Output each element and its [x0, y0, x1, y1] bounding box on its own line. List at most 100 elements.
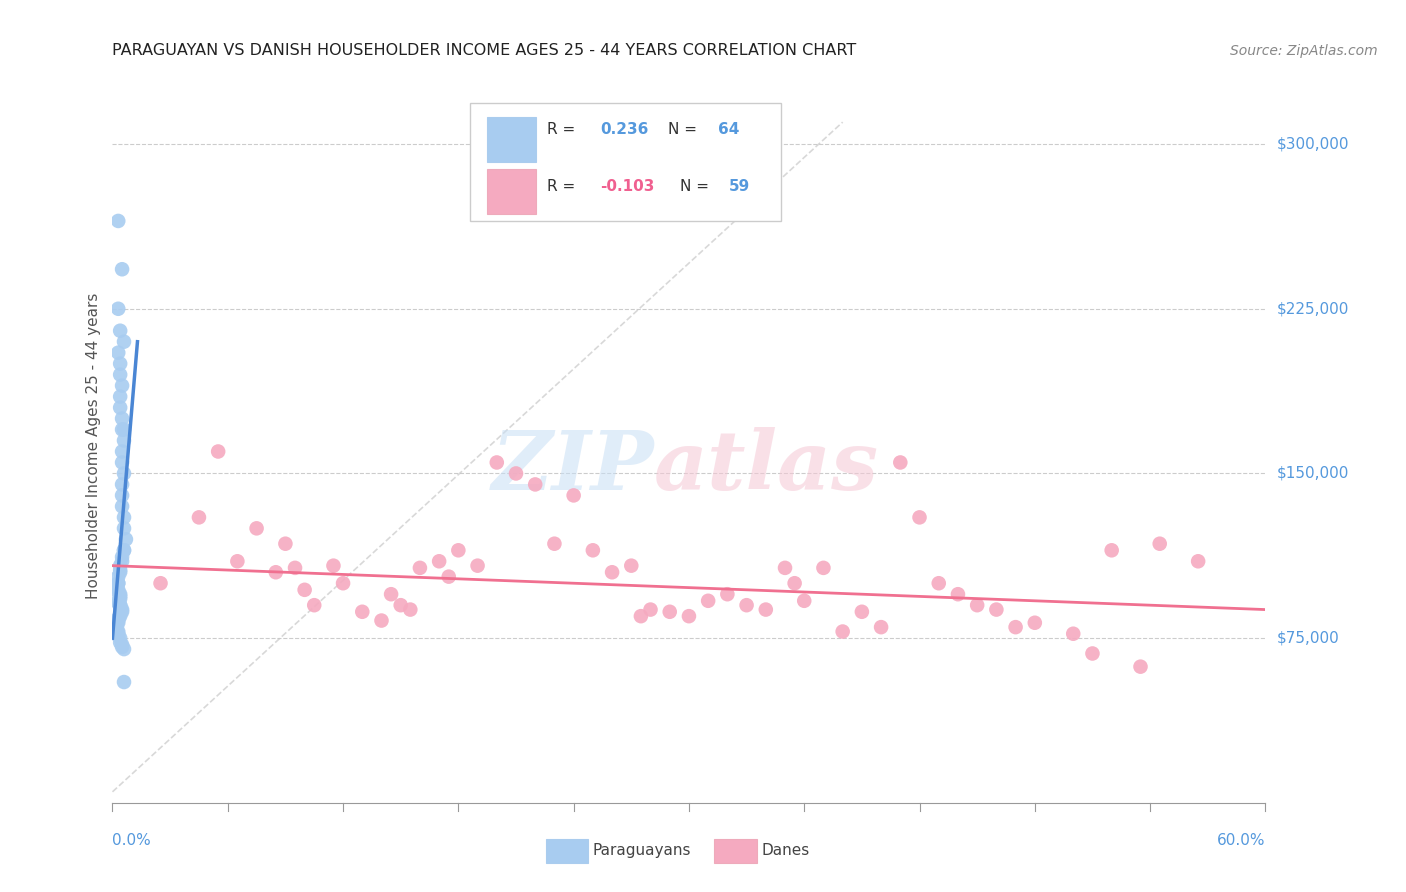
Point: [966, 598, 988, 612]
Point: [409, 561, 432, 575]
Point: [640, 602, 662, 616]
Point: [111, 423, 134, 437]
Point: [370, 614, 392, 628]
Point: [851, 605, 873, 619]
Point: [630, 609, 652, 624]
Point: [1081, 647, 1104, 661]
Point: [107, 624, 129, 639]
Point: [111, 477, 134, 491]
Point: [1129, 659, 1152, 673]
Point: [108, 587, 131, 601]
Point: [108, 598, 131, 612]
Point: [111, 378, 134, 392]
Point: [783, 576, 806, 591]
Point: [105, 620, 128, 634]
Point: [380, 587, 402, 601]
Point: [107, 345, 129, 359]
Point: [543, 537, 565, 551]
Point: [207, 444, 229, 458]
Point: [108, 607, 131, 621]
Point: [112, 423, 135, 437]
Point: [112, 467, 135, 481]
FancyBboxPatch shape: [470, 103, 782, 221]
Point: [107, 594, 129, 608]
Point: [108, 591, 131, 606]
Text: $75,000: $75,000: [1277, 631, 1340, 646]
Point: [108, 631, 131, 645]
Point: [620, 558, 643, 573]
Point: [107, 629, 129, 643]
Point: [111, 488, 134, 502]
Point: [870, 620, 893, 634]
Point: [115, 533, 138, 547]
Point: [226, 554, 249, 568]
Text: $225,000: $225,000: [1277, 301, 1348, 317]
Point: [716, 587, 738, 601]
Point: [105, 581, 128, 595]
Point: [111, 444, 134, 458]
Point: [187, 510, 211, 524]
Point: [108, 563, 131, 577]
Point: [112, 543, 135, 558]
Point: [107, 611, 129, 625]
Point: [111, 554, 134, 568]
Y-axis label: Householder Income Ages 25 - 44 years: Householder Income Ages 25 - 44 years: [86, 293, 101, 599]
Point: [149, 576, 172, 591]
Point: [793, 594, 815, 608]
Point: [389, 598, 412, 612]
Text: $300,000: $300,000: [1277, 136, 1348, 152]
Text: Source: ZipAtlas.com: Source: ZipAtlas.com: [1230, 44, 1378, 58]
Point: [108, 558, 131, 573]
Point: [112, 543, 135, 558]
Point: [524, 477, 547, 491]
Point: [108, 368, 131, 382]
Point: [111, 605, 134, 619]
Point: [112, 521, 135, 535]
Point: [332, 576, 354, 591]
Point: [735, 598, 758, 612]
Point: [111, 638, 134, 652]
Point: [485, 455, 508, 469]
Point: [105, 623, 128, 637]
Point: [112, 642, 135, 657]
Point: [107, 576, 129, 591]
Text: $150,000: $150,000: [1277, 466, 1348, 481]
Text: ZIP: ZIP: [492, 427, 654, 508]
Point: [108, 590, 131, 604]
Point: [112, 510, 135, 524]
Point: [108, 390, 131, 404]
Point: [111, 262, 134, 277]
Point: [1149, 537, 1171, 551]
Text: -0.103: -0.103: [600, 179, 655, 194]
Point: [352, 605, 374, 619]
Point: [322, 558, 344, 573]
Point: [427, 554, 450, 568]
Point: [111, 549, 134, 564]
Point: [112, 434, 135, 448]
Point: [600, 566, 623, 580]
Point: [107, 585, 129, 599]
Point: [304, 598, 326, 612]
Text: PARAGUAYAN VS DANISH HOUSEHOLDER INCOME AGES 25 - 44 YEARS CORRELATION CHART: PARAGUAYAN VS DANISH HOUSEHOLDER INCOME …: [112, 43, 856, 58]
Point: [986, 602, 1008, 616]
Point: [437, 569, 460, 583]
Text: Danes: Danes: [761, 844, 810, 858]
Point: [107, 301, 129, 316]
Point: [831, 624, 853, 639]
Point: [111, 500, 134, 514]
Point: [108, 600, 131, 615]
Text: 59: 59: [730, 179, 751, 194]
Point: [111, 640, 134, 654]
Text: R =: R =: [547, 179, 581, 194]
Point: [107, 615, 129, 630]
Text: 64: 64: [717, 121, 740, 136]
Text: 0.236: 0.236: [600, 121, 648, 136]
Point: [111, 411, 134, 425]
FancyBboxPatch shape: [486, 118, 536, 161]
Point: [105, 618, 128, 632]
Point: [107, 626, 129, 640]
Point: [108, 401, 131, 415]
Text: R =: R =: [547, 121, 581, 136]
Point: [447, 543, 470, 558]
Point: [107, 596, 129, 610]
